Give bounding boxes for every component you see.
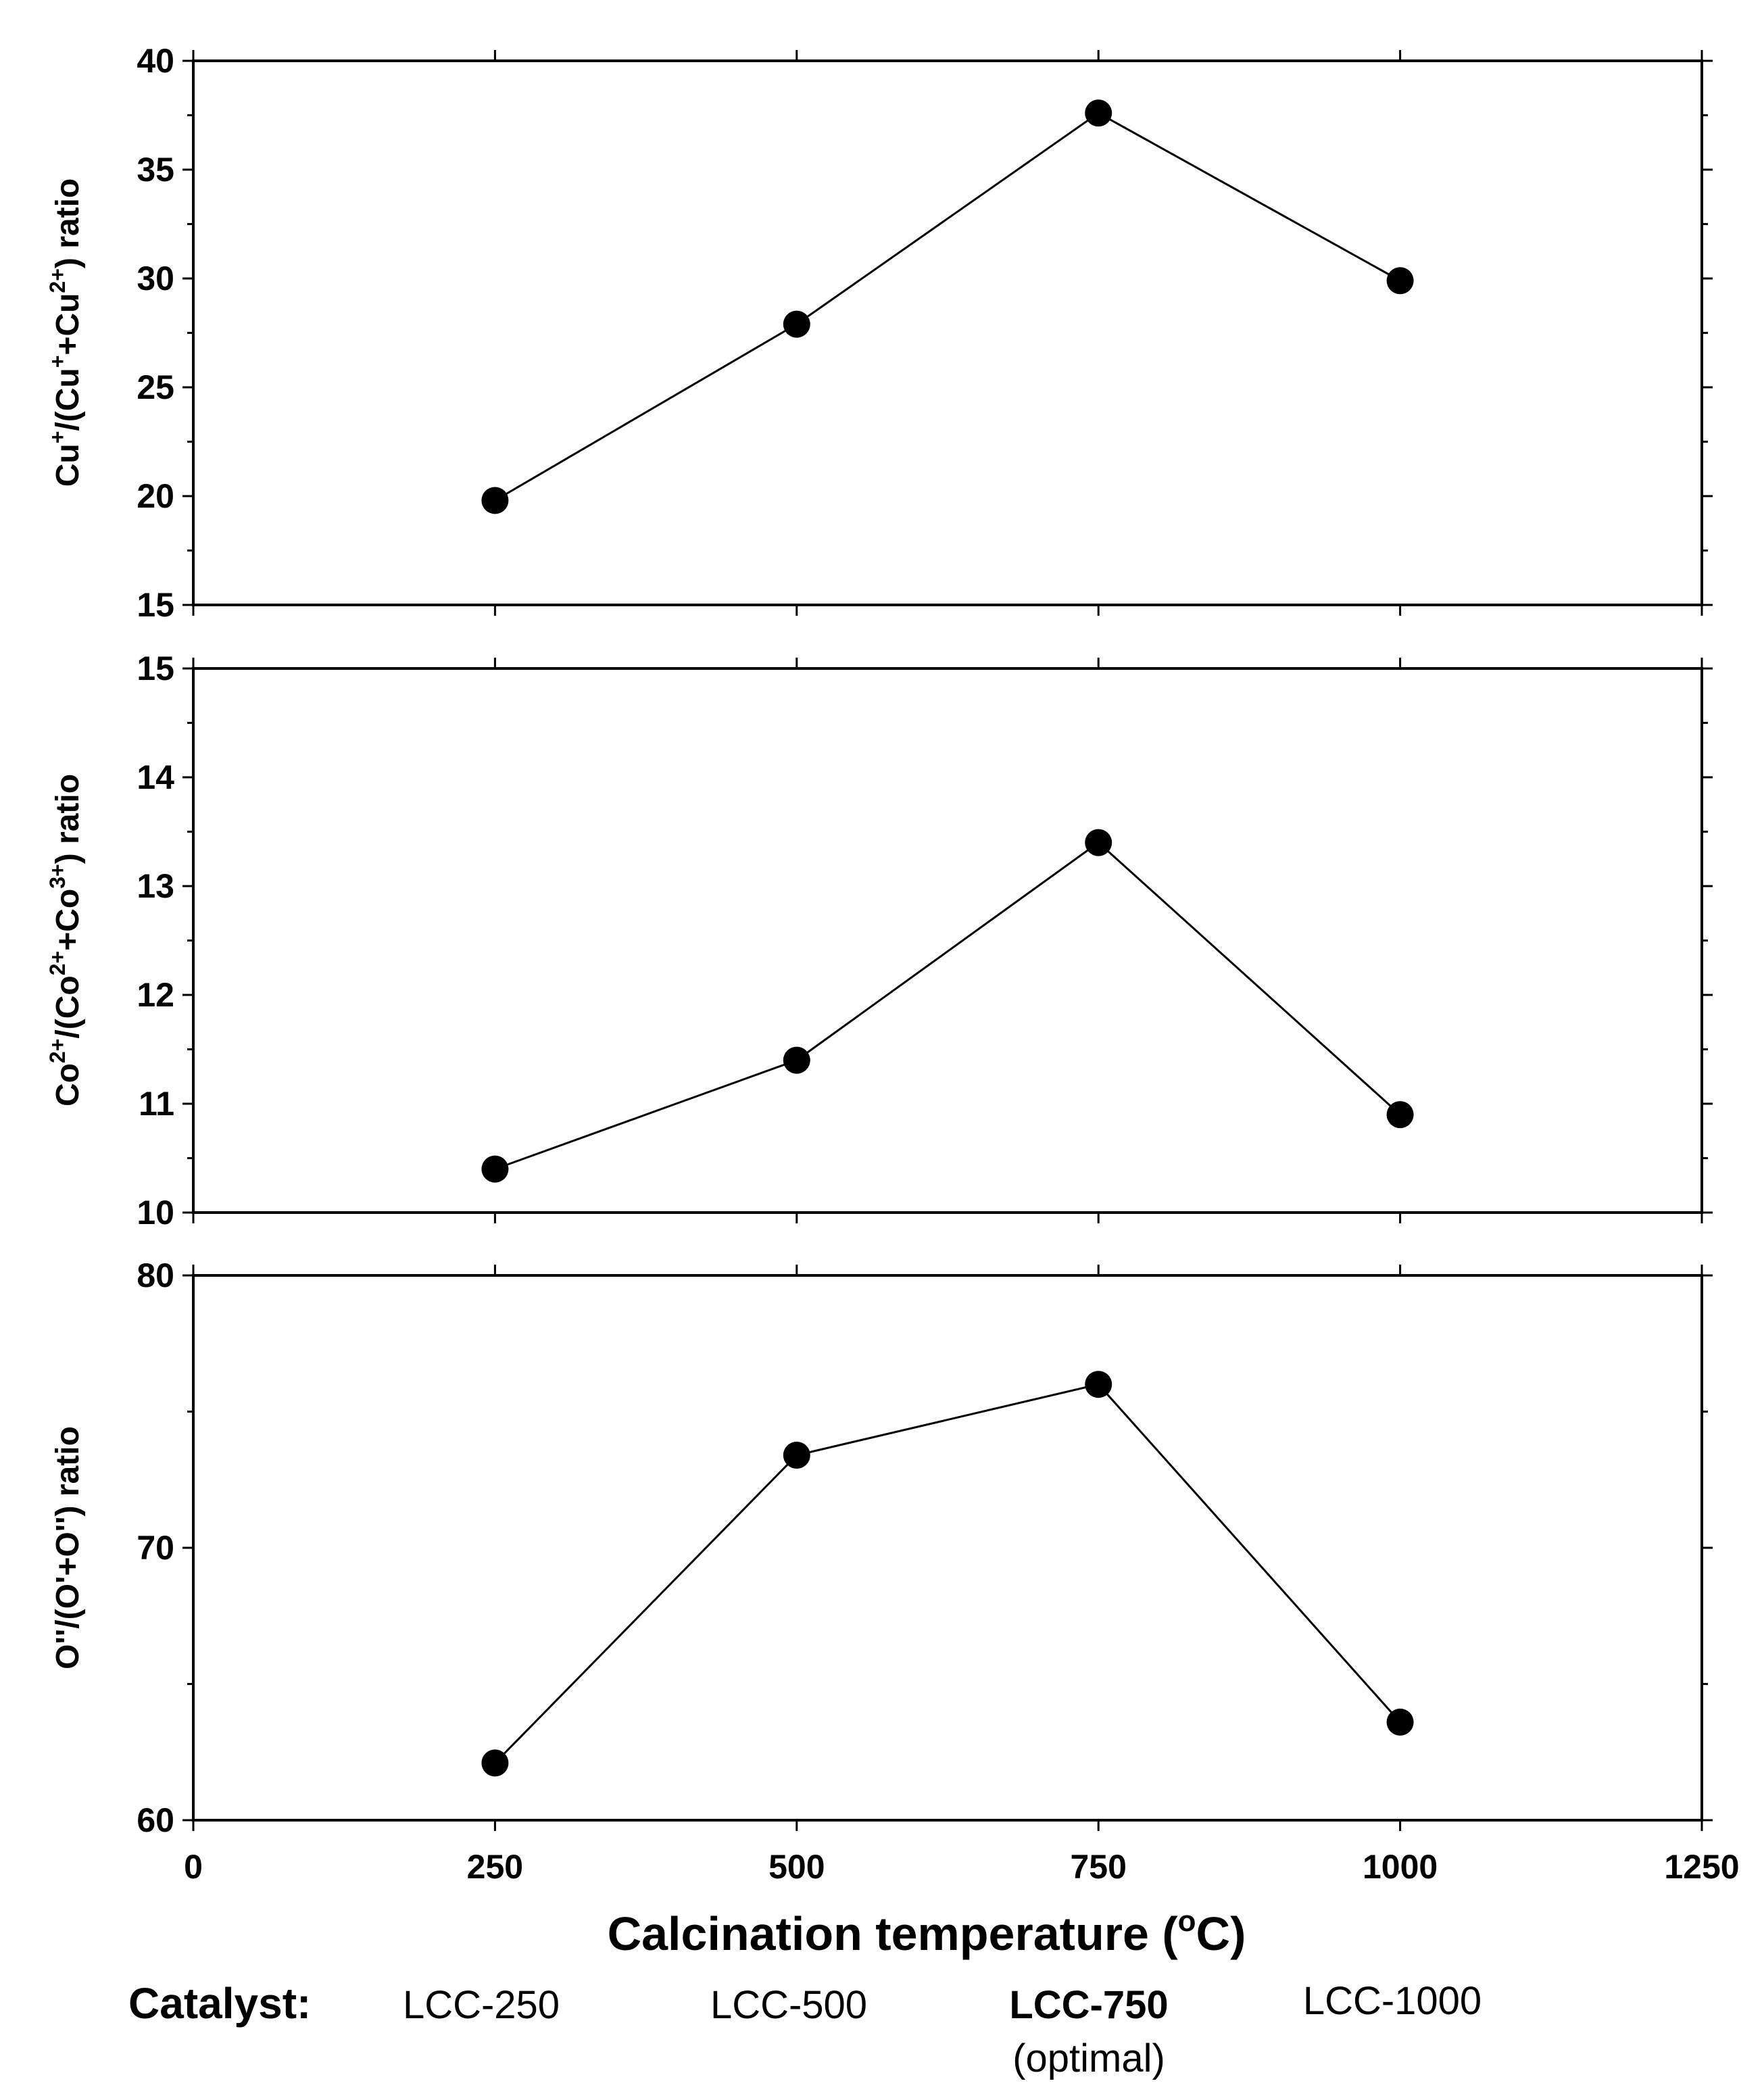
data-point (1085, 1371, 1112, 1398)
tick-group-cu (182, 50, 1713, 616)
data-point (783, 310, 810, 338)
plot-frame-o (192, 1274, 1703, 1822)
y-axis-title-cu: Cu+/(Cu++Cu2+) ratio (45, 178, 86, 487)
y-tick-label: 25 (137, 368, 174, 406)
y-tick-label: 30 (137, 260, 174, 297)
data-point (1085, 99, 1112, 127)
x-tick-labels: 0 250 500 750 1000 1250 (184, 1848, 1740, 1886)
data-point (481, 1749, 509, 1777)
y-tick-label: 80 (137, 1256, 174, 1294)
y-tick-label: 13 (137, 867, 174, 905)
x-tick-label: 1000 (1363, 1848, 1438, 1886)
y-tick-label: 40 (137, 42, 174, 80)
data-point (1386, 1708, 1414, 1736)
x-tick-label: 750 (1070, 1848, 1126, 1886)
y-axis-title-o: O''/(O'+O'') ratio (50, 1426, 86, 1669)
data-point (481, 1155, 509, 1183)
y-axis-title-co: Co2+/(Co2++Co3+) ratio (45, 774, 86, 1106)
plot-frame-cu (192, 59, 1703, 606)
y-tick-label: 11 (139, 1085, 174, 1123)
y-tick-label: 60 (137, 1801, 174, 1839)
x-tick-label: 0 (184, 1848, 203, 1886)
tick-group-o (182, 1265, 1713, 1831)
y-tick-label: 35 (137, 151, 174, 189)
data-point (481, 487, 509, 514)
data-point (783, 1046, 810, 1074)
panel-o-ratio: 60 70 80 O''/(O'+O'') ratio (50, 1256, 1713, 1839)
catalyst-label-lcc-250: LCC-250 (403, 1983, 560, 2027)
y-tick-label: 12 (137, 976, 174, 1014)
series-line-cu (494, 112, 1401, 502)
y-tick-label: 10 (137, 1194, 174, 1231)
panel-co-ratio: 10 11 12 13 14 15 Co2+/(Co2++Co3+) ratio (45, 650, 1713, 1231)
catalyst-heading: Catalyst: (128, 1979, 311, 2028)
x-tick-label: 250 (467, 1848, 523, 1886)
data-point (783, 1441, 810, 1469)
series-line-co (494, 841, 1401, 1171)
y-tick-label: 14 (137, 758, 174, 796)
panel-cu-ratio: 15 20 25 30 35 40 Cu+/(Cu++Cu2+) ratio (45, 42, 1713, 624)
data-points-cu (481, 99, 1414, 514)
catalyst-optimal-note: (optimal) (1012, 2036, 1165, 2080)
y-tick-labels-cu: 15 20 25 30 35 40 (137, 42, 174, 624)
y-tick-label: 20 (137, 477, 174, 515)
data-point (1085, 829, 1112, 856)
data-point (1386, 267, 1414, 295)
catalyst-label-lcc-1000: LCC-1000 (1303, 1979, 1482, 2023)
x-axis-title: Calcination temperature (oC) (608, 1905, 1246, 1960)
y-tick-label: 15 (137, 586, 174, 624)
plot-frame-co (192, 667, 1703, 1214)
y-tick-labels-o: 60 70 80 (137, 1256, 174, 1839)
catalyst-label-lcc-500: LCC-500 (710, 1983, 867, 2027)
tick-group-co (182, 658, 1713, 1223)
y-tick-label: 70 (137, 1529, 174, 1567)
catalyst-label-lcc-750: LCC-750 (1009, 1983, 1168, 2027)
x-tick-label: 1250 (1664, 1848, 1739, 1886)
y-tick-labels-co: 10 11 12 13 14 15 (137, 650, 174, 1231)
data-points-co (481, 829, 1414, 1183)
x-tick-label: 500 (768, 1848, 825, 1886)
y-tick-label: 15 (137, 650, 174, 687)
data-point (1386, 1101, 1414, 1129)
data-points-o (481, 1371, 1414, 1777)
series-line-o (494, 1383, 1401, 1764)
